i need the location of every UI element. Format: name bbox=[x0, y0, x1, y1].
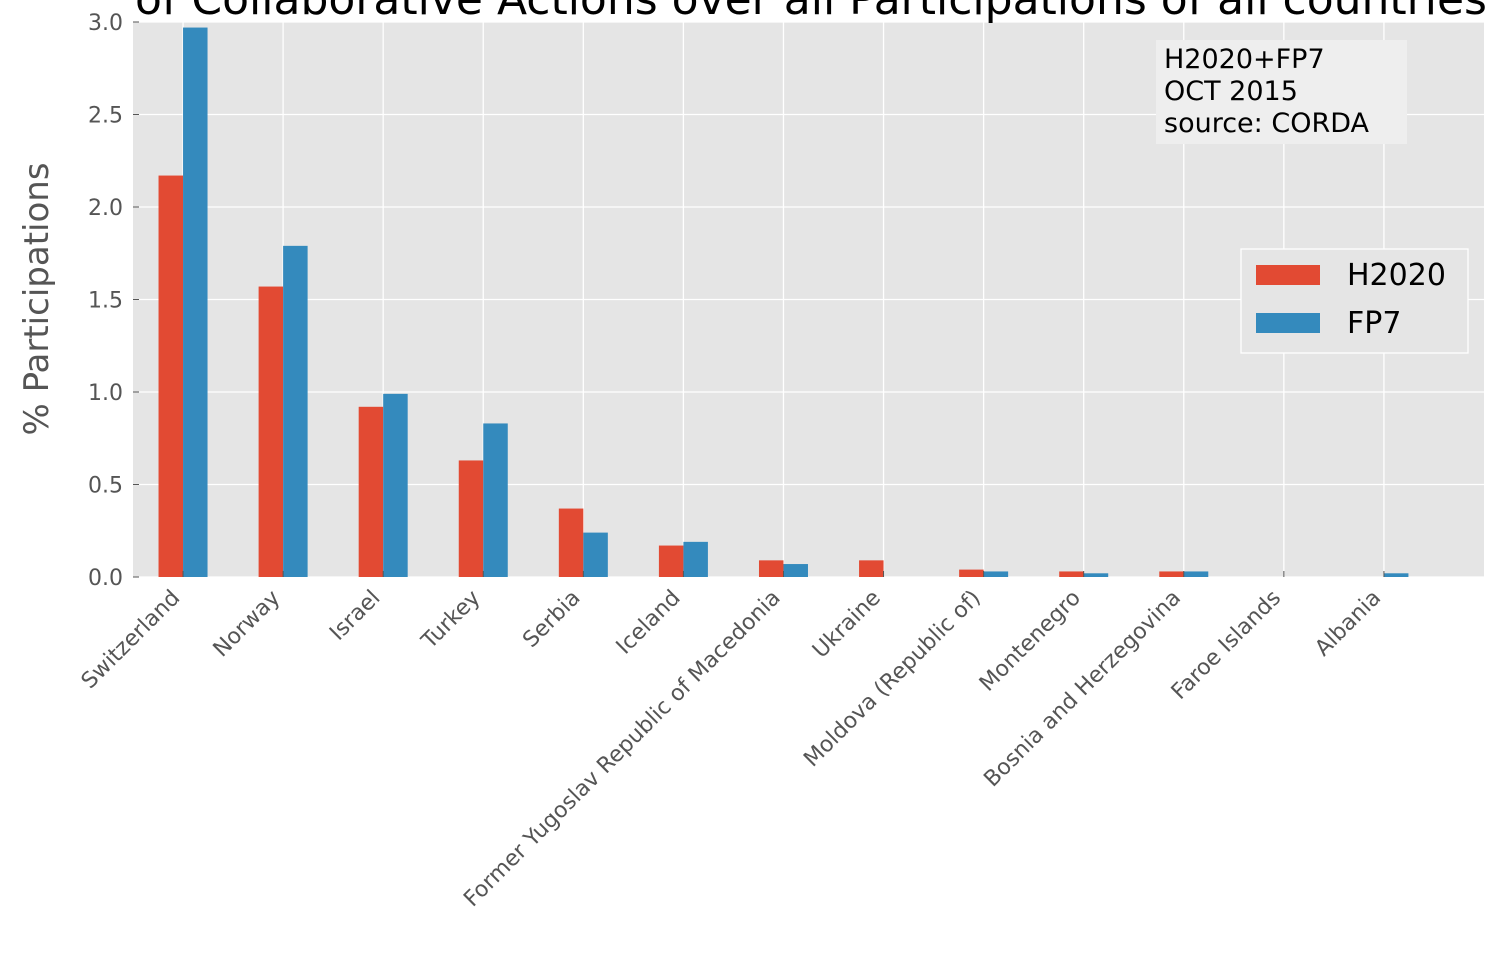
y-axis-label: % Participations bbox=[17, 162, 57, 435]
annotation-line: source: CORDA bbox=[1164, 108, 1370, 139]
bar-fp7 bbox=[483, 423, 508, 577]
x-tick-label: Bosnia and Herzegovina bbox=[979, 586, 1186, 793]
bar-fp7 bbox=[1183, 571, 1209, 577]
bar-fp7 bbox=[183, 27, 208, 578]
bar-h2020 bbox=[258, 286, 284, 577]
legend: H2020 FP7 bbox=[1240, 248, 1469, 354]
x-tick-label: Switzerland bbox=[77, 586, 185, 694]
y-tick-label: 3.0 bbox=[88, 11, 123, 36]
x-tick-label: Ukraine bbox=[808, 586, 886, 664]
bar-fp7 bbox=[1383, 573, 1409, 577]
x-tick-label: Moldova (Republic of) bbox=[799, 586, 986, 773]
y-tick-label: 0.5 bbox=[88, 474, 123, 499]
bar-h2020 bbox=[859, 560, 884, 577]
x-tick-label: Albania bbox=[1310, 586, 1386, 662]
bar-h2020 bbox=[358, 406, 384, 577]
y-tick-label: 2.0 bbox=[88, 196, 123, 221]
y-tick-label: 1.0 bbox=[88, 381, 123, 406]
x-tick-label: Turkey bbox=[416, 586, 485, 655]
bar-fp7 bbox=[783, 564, 808, 577]
bar-fp7 bbox=[583, 532, 608, 577]
legend-label-h2020: H2020 bbox=[1347, 258, 1446, 293]
bar-h2020 bbox=[1159, 571, 1184, 577]
x-tick-label: Iceland bbox=[612, 586, 686, 660]
bar-fp7 bbox=[383, 393, 408, 577]
bar-h2020 bbox=[558, 508, 584, 577]
bar-fp7 bbox=[1083, 573, 1109, 577]
annotation-line: H2020+FP7 bbox=[1164, 44, 1325, 75]
y-axis-ticks: 0.0 0.5 1.0 1.5 2.0 2.5 3.0 bbox=[88, 11, 139, 591]
x-tick-label: Israel bbox=[325, 586, 385, 646]
bar-h2020 bbox=[959, 569, 984, 577]
legend-swatch-h2020 bbox=[1256, 265, 1320, 285]
bar-fp7 bbox=[683, 541, 708, 577]
legend-label-fp7: FP7 bbox=[1347, 306, 1401, 341]
bar-fp7 bbox=[283, 245, 308, 577]
annotation-box bbox=[1156, 40, 1407, 144]
y-tick-label: 1.5 bbox=[88, 289, 123, 314]
bar-h2020 bbox=[158, 175, 184, 578]
bar-h2020 bbox=[658, 545, 684, 577]
bar-fp7 bbox=[983, 571, 1009, 577]
bars-group bbox=[158, 27, 1409, 578]
legend-swatch-fp7 bbox=[1256, 313, 1320, 333]
x-axis-ticks: Switzerland Norway Israel Turkey Serbia Icela… bbox=[77, 571, 1386, 912]
bar-h2020 bbox=[458, 460, 484, 577]
y-tick-label: 0.0 bbox=[88, 566, 123, 591]
bar-h2020 bbox=[1059, 571, 1084, 577]
y-tick-label: 2.5 bbox=[88, 104, 123, 129]
chart-title: of Collaborative Actions over all Partic… bbox=[135, 0, 1487, 25]
x-tick-label: Norway bbox=[209, 586, 286, 663]
x-tick-label: Montenegro bbox=[975, 586, 1086, 697]
x-tick-label: Serbia bbox=[518, 586, 585, 653]
annotation-line: OCT 2015 bbox=[1164, 76, 1298, 107]
bar-h2020 bbox=[758, 560, 784, 577]
